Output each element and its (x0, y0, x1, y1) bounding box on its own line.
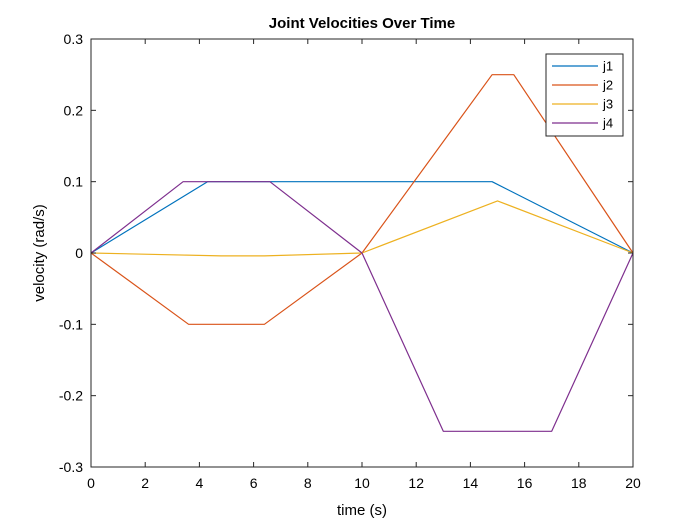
x-tick-label: 18 (571, 475, 587, 491)
y-tick-label: 0.2 (64, 102, 84, 118)
x-tick-label: 2 (141, 475, 149, 491)
x-tick-label: 4 (196, 475, 204, 491)
x-tick-label: 12 (408, 475, 424, 491)
x-tick-label: 6 (250, 475, 258, 491)
y-tick-label: 0.1 (64, 174, 84, 190)
y-tick-label: -0.1 (59, 316, 83, 332)
series-line-j1 (90, 181, 634, 254)
y-tick-label: 0 (75, 245, 83, 261)
y-tick-label: -0.3 (59, 459, 83, 475)
legend-label-j3: j3 (602, 97, 613, 112)
series-layer (90, 74, 634, 432)
chart-title: Joint Velocities Over Time (269, 15, 455, 32)
x-tick-label: 10 (354, 475, 370, 491)
x-tick-label: 16 (517, 475, 533, 491)
x-tick-label: 8 (304, 475, 312, 491)
y-axis-label: velocity (rad/s) (31, 204, 48, 302)
legend-label-j4: j4 (602, 116, 613, 131)
legend-label-j2: j2 (602, 78, 613, 93)
x-tick-label: 20 (625, 475, 641, 491)
series-line-j3 (90, 200, 634, 257)
legend-label-j1: j1 (602, 59, 613, 74)
legend: j1 j2 j3 j4 (545, 53, 624, 137)
x-tick-label: 0 (87, 475, 95, 491)
x-axis-label: time (s) (337, 502, 387, 519)
tick-layer: 0 2 4 6 8 10 12 14 16 18 20 -0.3 -0.2 -0.1 0 0.1 0.2 0.3 (59, 31, 641, 491)
legend-box (545, 53, 624, 137)
x-tick-label: 14 (463, 475, 479, 491)
y-tick-label: -0.2 (59, 388, 83, 404)
y-tick-label: 0.3 (64, 31, 84, 47)
series-line-j4 (90, 181, 634, 432)
